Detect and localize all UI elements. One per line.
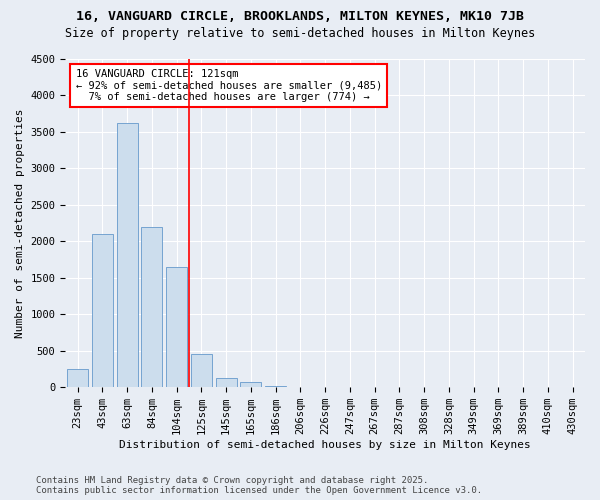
Text: Contains HM Land Registry data © Crown copyright and database right 2025.
Contai: Contains HM Land Registry data © Crown c… bbox=[36, 476, 482, 495]
Bar bbox=[92, 234, 113, 387]
Bar bbox=[191, 354, 212, 387]
X-axis label: Distribution of semi-detached houses by size in Milton Keynes: Distribution of semi-detached houses by … bbox=[119, 440, 531, 450]
Bar bbox=[215, 378, 236, 387]
Text: Size of property relative to semi-detached houses in Milton Keynes: Size of property relative to semi-detach… bbox=[65, 28, 535, 40]
Bar bbox=[241, 382, 262, 387]
Bar bbox=[166, 267, 187, 387]
Text: 16 VANGUARD CIRCLE: 121sqm
← 92% of semi-detached houses are smaller (9,485)
  7: 16 VANGUARD CIRCLE: 121sqm ← 92% of semi… bbox=[76, 69, 382, 102]
Bar bbox=[67, 369, 88, 387]
Y-axis label: Number of semi-detached properties: Number of semi-detached properties bbox=[15, 108, 25, 338]
Bar bbox=[265, 386, 286, 387]
Bar bbox=[142, 227, 163, 387]
Bar bbox=[116, 123, 137, 387]
Text: 16, VANGUARD CIRCLE, BROOKLANDS, MILTON KEYNES, MK10 7JB: 16, VANGUARD CIRCLE, BROOKLANDS, MILTON … bbox=[76, 10, 524, 23]
